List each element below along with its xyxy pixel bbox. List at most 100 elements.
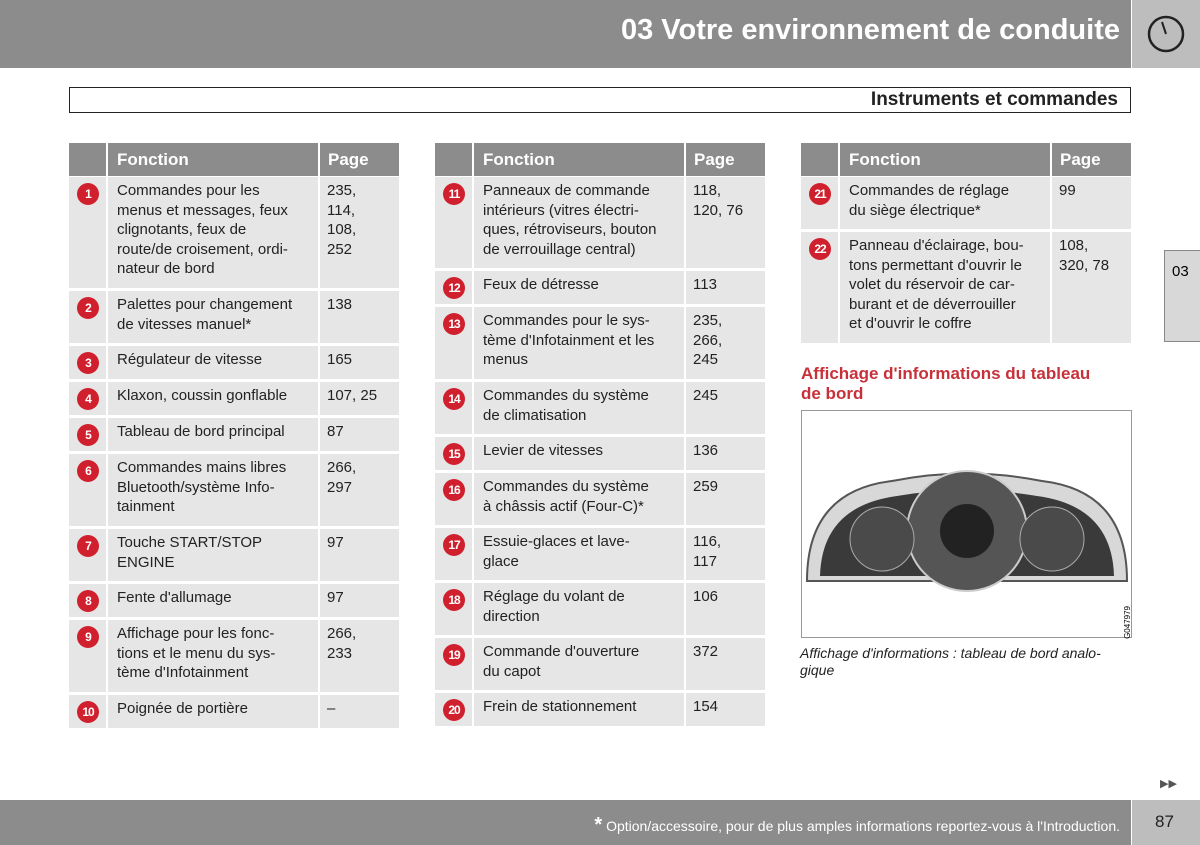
page-cell: 138: [327, 296, 353, 313]
function-cell: Panneaux de commande intérieurs (vitres …: [483, 182, 657, 258]
function-cell: Régulateur de vitesse: [117, 351, 263, 368]
row-bg: [474, 382, 684, 434]
function-cell: Commandes de réglage du siège électrique…: [849, 182, 1010, 219]
page-cell: 97: [327, 589, 344, 606]
page-cell: 266, 233: [327, 625, 357, 662]
header-cell: Page: [1052, 143, 1131, 176]
row-bg: [686, 177, 765, 268]
row-bg: [686, 693, 765, 726]
function-cell: Fente d'allumage: [117, 589, 232, 606]
row-number: 14: [443, 388, 465, 410]
function-cell: Tableau de bord principal: [117, 423, 285, 440]
row-number: 16: [443, 479, 465, 501]
row-bg: [108, 695, 318, 728]
row-bg: [474, 437, 684, 470]
header-bar: [0, 0, 1131, 68]
row-number: 18: [443, 589, 465, 611]
figure-heading: Affichage d'informations du tableau de b…: [801, 364, 1091, 403]
side-tab: [1164, 250, 1200, 342]
row-bg: [474, 271, 684, 304]
page-cell: 116, 117: [693, 533, 722, 570]
function-cell: Klaxon, coussin gonflable: [117, 387, 288, 404]
row-bg: [108, 454, 318, 526]
function-cell: Essuie-glaces et lave- glace: [483, 533, 630, 570]
footnote-star: *: [594, 814, 603, 836]
figure-code: G047979: [1123, 606, 1132, 639]
row-bg: [320, 454, 399, 526]
page-cell: 165: [327, 351, 353, 368]
row-bg: [108, 584, 318, 617]
row-bg: [840, 177, 1050, 229]
row-bg: [320, 177, 399, 288]
row-bg: [320, 382, 399, 415]
row-number: 22: [809, 238, 831, 260]
header-cell: [435, 143, 472, 176]
row-bg: [1052, 177, 1131, 229]
gauge-icon: [1147, 15, 1185, 53]
function-cell: Levier de vitesses: [483, 442, 604, 459]
page-cell: 266, 297: [327, 459, 357, 496]
row-bg: [474, 307, 684, 379]
header-icon-box: [1132, 0, 1200, 68]
header-title: 03 Votre environnement de conduite: [620, 14, 1120, 46]
section-title: Instruments et commandes: [870, 89, 1118, 110]
page-cell: 108, 320, 78: [1059, 237, 1110, 274]
row-bg: [108, 177, 318, 288]
row-number: 10: [77, 701, 99, 723]
page-cell: 99: [1059, 182, 1076, 199]
row-bg: [686, 307, 765, 379]
row-bg: [320, 620, 399, 692]
row-number: 1: [77, 183, 99, 205]
function-cell: Commandes du système de climatisation: [483, 387, 649, 424]
page-cell: 235, 266, 245: [693, 312, 723, 368]
row-number: 2: [77, 297, 99, 319]
function-cell: Commandes pour le sys- tème d'Infotainme…: [483, 312, 655, 368]
row-bg: [686, 528, 765, 580]
page-cell: 372: [693, 643, 719, 660]
row-number: 13: [443, 313, 465, 335]
row-bg: [108, 346, 318, 379]
row-number: 3: [77, 352, 99, 374]
row-number: 19: [443, 644, 465, 666]
row-bg: [320, 529, 399, 581]
function-cell: Affichage pour les fonc- tions et le men…: [117, 625, 276, 681]
function-cell: Poignée de portière: [117, 700, 248, 717]
page-cell: 235, 114, 108, 252: [327, 182, 357, 258]
row-number: 11: [443, 183, 465, 205]
row-bg: [686, 638, 765, 690]
function-cell: Commande d'ouverture du capot: [483, 643, 640, 680]
row-bg: [320, 695, 399, 728]
row-bg: [686, 473, 765, 525]
header-cell: Fonction: [840, 143, 1050, 176]
row-number: 21: [809, 183, 831, 205]
row-bg: [320, 418, 399, 451]
cluster-drawing: [805, 470, 1129, 592]
row-bg: [686, 382, 765, 434]
row-bg: [320, 291, 399, 343]
page-number-box: [1132, 800, 1200, 845]
row-number: 4: [77, 388, 99, 410]
header-cell: Fonction: [474, 143, 684, 176]
function-cell: Frein de stationnement: [483, 698, 637, 715]
function-cell: Commandes mains libres Bluetooth/système…: [117, 459, 287, 515]
page-cell: 118, 120, 76: [693, 182, 744, 219]
page-cell: 113: [693, 276, 717, 293]
function-cell: Commandes du système à châssis actif (Fo…: [483, 478, 649, 515]
figure-caption: Affichage d'informations : tableau de bo…: [800, 645, 1101, 678]
page-cell: 107, 25: [327, 387, 378, 404]
row-bg: [686, 437, 765, 470]
row-bg: [108, 382, 318, 415]
page-cell: 245: [693, 387, 719, 404]
row-bg: [474, 638, 684, 690]
row-bg: [108, 620, 318, 692]
row-number: 6: [77, 460, 99, 482]
function-cell: Palettes pour changement de vitesses man…: [117, 296, 293, 333]
page-cell: 154: [693, 698, 719, 715]
page-cell: 87: [327, 423, 344, 440]
row-bg: [474, 583, 684, 635]
row-bg: [108, 529, 318, 581]
row-bg: [108, 291, 318, 343]
row-bg: [474, 177, 684, 268]
page-cell: 259: [693, 478, 719, 495]
header-cell: Page: [320, 143, 399, 176]
